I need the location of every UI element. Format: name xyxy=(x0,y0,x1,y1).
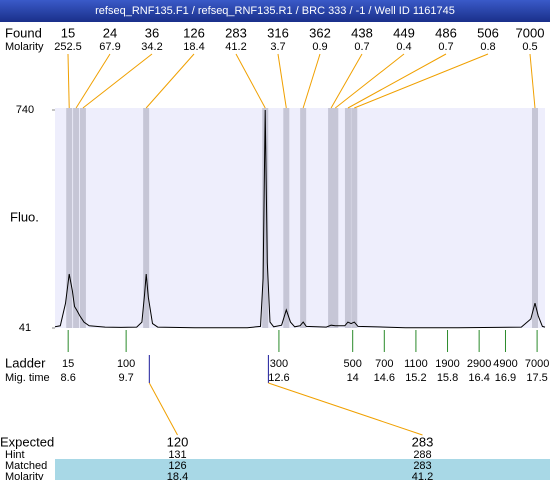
found-connector xyxy=(277,53,287,109)
mig-time-label: Mig. time xyxy=(5,372,50,384)
found-connector xyxy=(354,53,489,109)
expected-connector xyxy=(148,382,178,436)
ladder-time: 12.6 xyxy=(268,372,289,384)
matched-molarity: 41.2 xyxy=(412,471,433,480)
peak-band xyxy=(73,108,80,328)
found-connector xyxy=(330,53,363,109)
ladder-size: 100 xyxy=(117,358,135,370)
ladder-size: 15 xyxy=(62,358,74,370)
found-size: 449 xyxy=(393,25,415,40)
hint-label: Hint xyxy=(5,449,25,461)
expected-molarity-label: Molarity xyxy=(5,471,44,480)
found-molarity: 0.7 xyxy=(438,41,453,53)
ladder-time: 14 xyxy=(347,372,359,384)
expected-size: 283 xyxy=(412,434,434,449)
ladder-time: 16.9 xyxy=(495,372,516,384)
found-connector xyxy=(67,53,70,109)
found-size: 36 xyxy=(145,25,159,40)
found-connector xyxy=(302,53,321,109)
ladder-size: 300 xyxy=(270,358,288,370)
ladder-size: 700 xyxy=(375,358,393,370)
found-molarity: 252.5 xyxy=(54,41,82,53)
ladder-size: 1900 xyxy=(435,358,459,370)
ladder-size: 500 xyxy=(344,358,362,370)
found-connector xyxy=(82,53,153,109)
peak-band xyxy=(283,108,290,328)
molarity-label: Molarity xyxy=(5,41,44,53)
peak-band xyxy=(300,108,307,328)
found-molarity: 18.4 xyxy=(183,41,204,53)
found-molarity: 41.2 xyxy=(225,41,246,53)
found-connector xyxy=(235,53,266,109)
peak-band xyxy=(79,108,86,328)
found-size: 486 xyxy=(435,25,457,40)
found-size: 316 xyxy=(267,25,289,40)
hint-size: 131 xyxy=(168,449,186,461)
peak-band xyxy=(328,108,335,328)
matched-band xyxy=(55,459,550,480)
ladder-label: Ladder xyxy=(5,355,46,370)
ladder-time: 14.6 xyxy=(374,372,395,384)
found-molarity: 0.8 xyxy=(480,41,495,53)
found-molarity: 0.7 xyxy=(354,41,369,53)
title: refseq_RNF135.F1 / refseq_RNF135.R1 / BR… xyxy=(95,5,455,17)
y-tick-label: 740 xyxy=(16,104,34,116)
ladder-size: 2900 xyxy=(467,358,491,370)
found-size: 126 xyxy=(183,25,205,40)
found-molarity: 0.4 xyxy=(396,41,411,53)
ladder-size: 1100 xyxy=(404,358,428,370)
found-size: 506 xyxy=(477,25,499,40)
expected-label: Expected xyxy=(0,434,54,449)
y-axis-label: Fluo. xyxy=(10,209,39,224)
found-molarity: 67.9 xyxy=(99,41,120,53)
found-connector xyxy=(145,53,195,109)
peak-band xyxy=(66,108,73,328)
y-tick-label: 41 xyxy=(19,322,31,334)
found-molarity: 0.9 xyxy=(312,41,327,53)
peak-band xyxy=(262,108,269,328)
found-label: Found xyxy=(5,25,42,40)
peak-band xyxy=(332,108,339,328)
found-size: 362 xyxy=(309,25,331,40)
found-size: 7000 xyxy=(516,25,545,40)
found-size: 15 xyxy=(61,25,75,40)
matched-label: Matched xyxy=(5,460,47,472)
found-molarity: 3.7 xyxy=(270,41,285,53)
matched-size: 283 xyxy=(413,460,431,472)
expected-connector xyxy=(268,382,423,436)
ladder-time: 17.5 xyxy=(526,372,547,384)
found-connector xyxy=(529,53,536,109)
ladder-time: 9.7 xyxy=(118,372,133,384)
found-connector xyxy=(334,53,405,109)
peak-band xyxy=(143,108,150,328)
trace xyxy=(54,109,546,329)
found-molarity: 34.2 xyxy=(141,41,162,53)
title-bar xyxy=(0,0,550,22)
found-molarity: 0.5 xyxy=(522,41,537,53)
found-connector xyxy=(347,53,447,109)
peak-band xyxy=(531,108,538,328)
found-connector xyxy=(75,53,111,109)
ladder-size: 7000 xyxy=(525,358,549,370)
matched-size: 126 xyxy=(168,460,186,472)
ladder-time: 15.8 xyxy=(437,372,458,384)
hint-size: 288 xyxy=(413,449,431,461)
peak-band xyxy=(351,108,358,328)
peak-band xyxy=(344,108,351,328)
matched-molarity: 18.4 xyxy=(167,471,188,480)
found-size: 283 xyxy=(225,25,247,40)
expected-size: 120 xyxy=(167,434,189,449)
ladder-time: 15.2 xyxy=(405,372,426,384)
ladder-size: 4900 xyxy=(493,358,517,370)
ladder-time: 16.4 xyxy=(468,372,489,384)
plot-area xyxy=(55,108,545,328)
ladder-time: 8.6 xyxy=(61,372,76,384)
found-size: 24 xyxy=(103,25,117,40)
found-size: 438 xyxy=(351,25,373,40)
